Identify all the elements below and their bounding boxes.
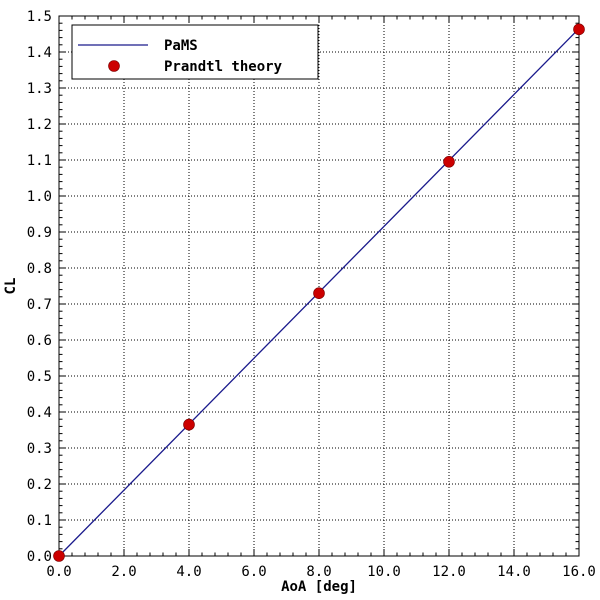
y-tick-label: 1.2 xyxy=(27,117,52,133)
x-tick-label: 2.0 xyxy=(111,564,136,580)
prandtl-point xyxy=(573,23,585,36)
y-axis-title: CL xyxy=(3,278,19,295)
grid xyxy=(59,16,579,556)
y-tick-label: 0.5 xyxy=(27,369,52,385)
prandtl-point xyxy=(443,156,455,168)
x-tick-label: 4.0 xyxy=(176,564,201,580)
y-tick-label: 0.8 xyxy=(27,261,52,277)
y-tick-label: 1.4 xyxy=(27,45,52,61)
y-tick-label: 1.3 xyxy=(27,81,52,97)
axis-ticks xyxy=(58,15,580,557)
y-tick-label: 1.1 xyxy=(27,153,52,169)
legend-swatch-prandtl xyxy=(108,60,120,72)
y-tick-label: 0.0 xyxy=(27,549,52,565)
series-layer xyxy=(53,23,585,562)
y-tick-label: 0.2 xyxy=(27,477,52,493)
y-tick-label: 0.6 xyxy=(27,333,52,349)
x-tick-label: 10.0 xyxy=(367,564,401,580)
x-tick-label: 8.0 xyxy=(306,564,331,580)
legend: PaMS Prandtl theory xyxy=(71,24,319,80)
y-tick-label: 0.7 xyxy=(27,297,52,313)
x-tick-label: 14.0 xyxy=(497,564,531,580)
legend-label-prandtl: Prandtl theory xyxy=(164,59,283,75)
x-tick-labels: 0.0 2.0 4.0 6.0 8.0 10.0 12.0 14.0 16.0 xyxy=(46,564,596,580)
x-tick-label: 0.0 xyxy=(46,564,71,580)
y-tick-label: 0.9 xyxy=(27,225,52,241)
legend-label-pams: PaMS xyxy=(164,38,198,54)
x-tick-label: 12.0 xyxy=(432,564,466,580)
y-tick-label: 0.4 xyxy=(27,405,52,421)
y-tick-labels: 0.0 0.1 0.2 0.3 0.4 0.5 0.6 0.7 0.8 0.9 1.0 1.1 1.2 1… xyxy=(27,9,52,565)
y-tick-label: 0.3 xyxy=(27,441,52,457)
y-tick-label: 0.1 xyxy=(27,513,52,529)
y-tick-label: 1.0 xyxy=(27,189,52,205)
x-axis-title: AoA [deg] xyxy=(281,579,357,595)
x-tick-label: 6.0 xyxy=(241,564,266,580)
y-tick-label: 1.5 xyxy=(27,9,52,25)
prandtl-point xyxy=(183,418,195,431)
prandtl-point xyxy=(53,550,65,562)
x-tick-label: 16.0 xyxy=(562,564,596,580)
prandtl-point xyxy=(313,287,325,300)
